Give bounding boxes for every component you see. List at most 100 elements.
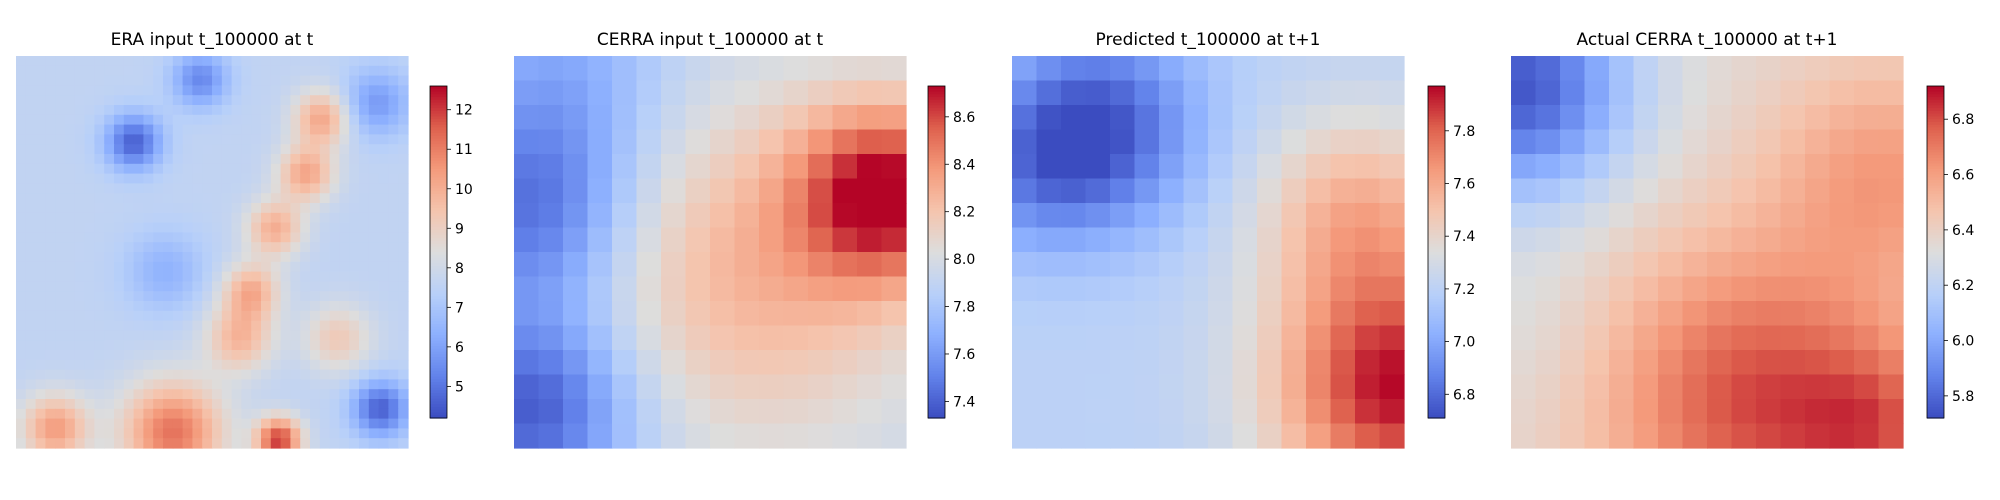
heatmap-cell <box>1756 80 1782 106</box>
heatmap-cell <box>123 95 135 106</box>
colorbar-segment <box>928 191 945 195</box>
heatmap-cell <box>280 252 291 263</box>
colorbar-segment <box>1927 229 1944 234</box>
heatmap-cell <box>1535 325 1561 351</box>
heatmap-cell <box>368 222 380 233</box>
heatmap-cell <box>636 178 662 204</box>
colorbar-segment <box>1428 199 1445 203</box>
heatmap-cell <box>84 222 95 233</box>
colorbar-segment <box>928 406 945 411</box>
heatmap-cell <box>74 56 86 67</box>
heatmap-cell <box>84 340 95 351</box>
heatmap-cell <box>1854 203 1880 229</box>
heatmap-cell <box>290 359 301 371</box>
colorbar-segment <box>1927 370 1944 375</box>
colorbar-segment <box>928 102 945 106</box>
heatmap-cell <box>270 399 282 410</box>
heatmap-cell <box>55 389 66 400</box>
heatmap-cell <box>300 163 311 175</box>
heatmap-cell <box>1609 80 1635 106</box>
heatmap-cell <box>172 183 184 194</box>
heatmap-cell <box>759 129 785 155</box>
heatmap-cell <box>74 203 86 214</box>
heatmap-cell <box>329 359 340 371</box>
heatmap-cell <box>182 418 193 429</box>
heatmap-cell <box>319 75 331 86</box>
heatmap-cell <box>1232 178 1258 204</box>
heatmap-cell <box>270 183 282 194</box>
heatmap-cell <box>349 222 360 233</box>
heatmap-cell <box>319 379 331 390</box>
heatmap-cell <box>172 310 184 322</box>
heatmap-cell <box>1780 105 1806 131</box>
heatmap-cell <box>1707 252 1733 278</box>
heatmap-cell <box>1232 105 1258 131</box>
heatmap-cell <box>832 374 858 400</box>
heatmap-cell <box>1560 178 1586 204</box>
colorbar-segment <box>1927 94 1944 98</box>
heatmap-cell <box>1159 80 1185 106</box>
heatmap-cell <box>290 252 301 263</box>
heatmap-cell <box>857 301 883 327</box>
heatmap-cell <box>231 203 242 214</box>
colorbar-segment <box>430 152 447 156</box>
heatmap-cell <box>563 252 589 278</box>
heatmap-cell <box>172 144 184 155</box>
heatmap-cell <box>1134 80 1160 106</box>
heatmap-cell <box>1511 276 1537 302</box>
heatmap-cell <box>1036 276 1062 302</box>
heatmap-cell <box>1805 399 1831 425</box>
heatmap-cell <box>143 85 154 96</box>
heatmap-cell <box>661 325 687 351</box>
colorbar-segment <box>430 218 447 223</box>
heatmap-cell <box>25 301 37 312</box>
heatmap-cell <box>221 242 233 253</box>
heatmap-cell <box>241 291 252 302</box>
heatmap-cell <box>319 281 331 292</box>
heatmap-cell <box>349 65 360 77</box>
heatmap-cell <box>94 271 105 282</box>
heatmap-cell <box>388 330 399 341</box>
colorbar-segment <box>928 393 945 397</box>
heatmap-cell <box>398 340 409 351</box>
heatmap-cell <box>231 281 242 292</box>
heatmap-cell <box>172 193 184 204</box>
colorbar-segment <box>1927 232 1944 236</box>
heatmap-cell <box>300 154 311 165</box>
colorbar-segment <box>1428 368 1445 372</box>
heatmap-cell <box>221 261 233 273</box>
colorbar-segment <box>928 263 945 267</box>
heatmap-cell <box>202 193 213 204</box>
heatmap-cell <box>319 163 331 175</box>
heatmap-cell <box>270 163 282 175</box>
heatmap-cell <box>388 291 399 302</box>
heatmap-cell <box>1658 80 1684 106</box>
heatmap-cell <box>192 418 203 429</box>
heatmap-cell <box>319 271 331 282</box>
heatmap-cell <box>339 222 350 233</box>
heatmap-cell <box>65 105 76 116</box>
heatmap-cell <box>310 330 321 341</box>
heatmap-cell <box>16 261 27 273</box>
colorbar-segment <box>430 127 447 131</box>
heatmap-cell <box>123 389 135 400</box>
heatmap-cell <box>339 154 350 165</box>
heatmap-cell <box>35 261 46 273</box>
heatmap-cell <box>270 389 282 400</box>
heatmap-cell <box>280 134 291 145</box>
heatmap-cell <box>25 330 37 341</box>
heatmap-cell <box>16 271 27 282</box>
heatmap-cell <box>832 350 858 376</box>
heatmap-cell <box>612 350 638 376</box>
heatmap-cell <box>300 369 311 380</box>
heatmap-cell <box>300 65 311 77</box>
colorbar-segment <box>928 401 945 405</box>
heatmap-cell <box>280 330 291 341</box>
colorbar-frame <box>927 85 946 419</box>
heatmap-cell <box>1379 227 1405 253</box>
heatmap-cell <box>378 114 389 126</box>
heatmap-cell <box>398 310 409 322</box>
heatmap-cell <box>368 56 380 67</box>
heatmap-cell <box>759 80 785 106</box>
heatmap-cell <box>16 438 27 449</box>
